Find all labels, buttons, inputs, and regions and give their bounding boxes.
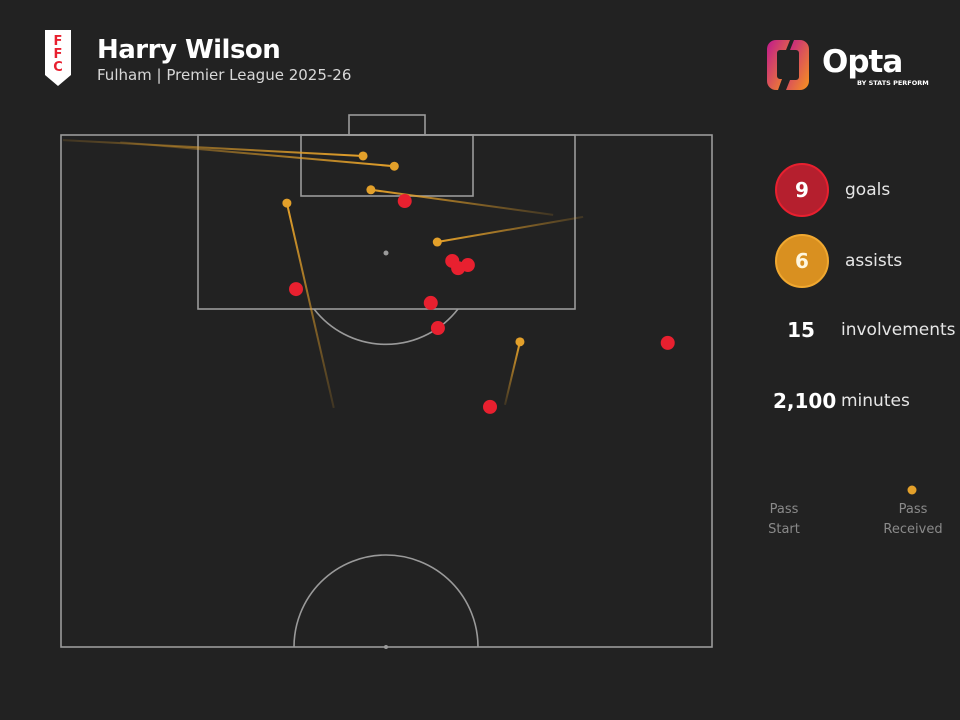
stat-goals: 9 goals (775, 163, 890, 217)
legend-pass-received-dot (907, 485, 917, 495)
involvements-value: 15 (787, 318, 815, 342)
pitch-markings (60, 114, 713, 648)
goal-point (660, 335, 675, 350)
stat-minutes: 2,100 minutes (773, 389, 910, 413)
goal-point (397, 194, 412, 209)
legend-start-line2: Start (768, 522, 800, 537)
assist-received-point (389, 161, 399, 171)
opta-logo-subtext: BY STATS PERFORM (857, 79, 929, 87)
assists-label: assists (845, 251, 903, 271)
assist-pass-line (62, 139, 364, 157)
stat-involvements: 15 involvements (773, 318, 956, 342)
legend-start-line1: Pass (769, 502, 799, 517)
opta-logo-text: Opta (822, 44, 903, 80)
goal-point (430, 321, 445, 336)
assist-pass-line (370, 188, 554, 216)
goal-point (460, 258, 475, 273)
centre-spot (384, 645, 388, 649)
assist-received-point (358, 151, 368, 161)
minutes-label: minutes (841, 391, 910, 411)
opta-logo-icon (767, 40, 809, 90)
centre-circle (293, 554, 479, 648)
assist-received-point (432, 237, 442, 247)
goal (348, 114, 426, 136)
player-name: Harry Wilson (97, 35, 281, 65)
team-competition: Fulham | Premier League 2025-26 (97, 66, 352, 84)
goals-badge: 9 (775, 163, 829, 217)
legend-end-line1: Pass (898, 502, 928, 517)
legend-pass (784, 485, 917, 495)
penalty-area (197, 134, 576, 310)
legend-pass-received: Pass Received (878, 500, 948, 540)
stat-assists: 6 assists (775, 234, 902, 288)
goal-point (289, 282, 304, 297)
legend-pass-start: Pass Start (764, 500, 804, 540)
assist-received-point (366, 185, 376, 195)
assist-pass-line (285, 202, 335, 409)
fulham-crest-logo (45, 30, 71, 86)
penalty-spot (383, 250, 389, 256)
goals-label: goals (845, 180, 891, 200)
assist-pass-line (504, 341, 521, 406)
goal-point (483, 399, 498, 414)
involvements-label: involvements (841, 320, 956, 340)
assist-pass-line (437, 215, 584, 243)
pitch-outline (60, 134, 713, 648)
assist-received-point (282, 198, 292, 208)
assist-received-point (515, 337, 525, 347)
legend-end-line2: Received (883, 522, 943, 537)
assists-badge: 6 (775, 234, 829, 288)
goal-point (423, 295, 438, 310)
assist-pass-line (120, 141, 395, 168)
minutes-value: 2,100 (773, 389, 837, 413)
crest-monogram: FFC (53, 34, 63, 75)
